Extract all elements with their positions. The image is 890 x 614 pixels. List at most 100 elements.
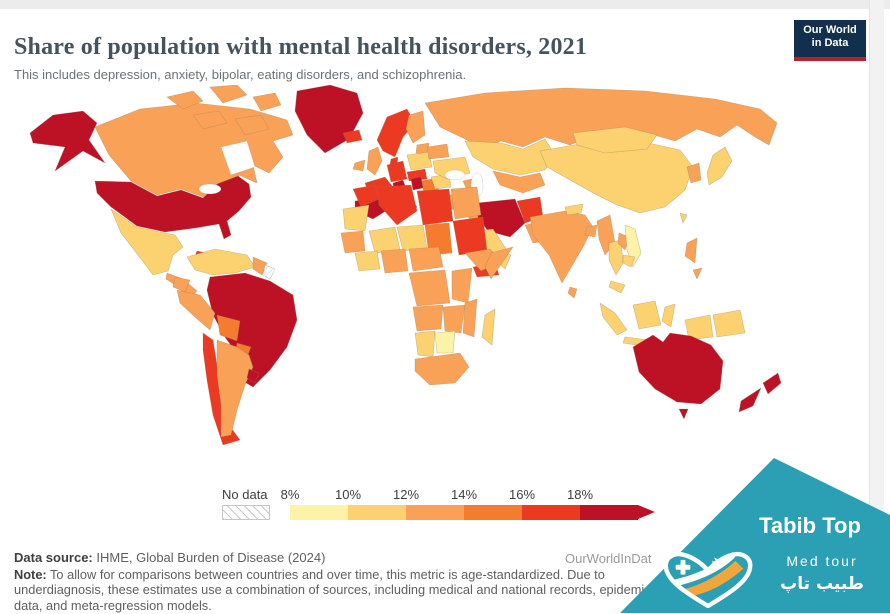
scrollbar-track[interactable]	[869, 0, 884, 613]
country-indonesia-sulawesi[interactable]	[661, 303, 676, 328]
legend-tick: 18%	[566, 487, 594, 502]
country-united-kingdom[interactable]	[366, 146, 383, 176]
country-namibia[interactable]	[414, 330, 436, 358]
country-somalia[interactable]	[484, 246, 514, 280]
country-ghana-ivory-coast[interactable]	[354, 250, 381, 272]
country-indonesia-sumatra[interactable]	[599, 302, 628, 336]
note-text: Note: To allow for comparisons between c…	[14, 567, 690, 614]
country-algeria[interactable]	[376, 184, 418, 226]
country-angola[interactable]	[412, 304, 444, 332]
country-iceland[interactable]	[342, 129, 363, 144]
country-mongolia[interactable]	[572, 126, 658, 154]
legend-no-data-swatch[interactable]	[222, 505, 270, 520]
legend-band-18-plus[interactable]	[580, 505, 638, 520]
country-argentina[interactable]	[216, 339, 254, 438]
owid-logo[interactable]: Our World in Data	[794, 20, 866, 61]
country-india[interactable]	[529, 210, 594, 284]
medical-cross-icon	[675, 564, 691, 570]
country-guyana[interactable]	[252, 256, 268, 276]
country-papua-new-guinea[interactable]	[712, 309, 746, 338]
country-kazakhstan[interactable]	[464, 138, 556, 176]
country-iran[interactable]	[476, 198, 526, 238]
legend-band-12-14[interactable]	[406, 505, 464, 520]
watermark-brand-name-farsi: طبيب تاپ	[780, 574, 864, 594]
country-tunisia[interactable]	[410, 176, 424, 191]
country-germany[interactable]	[386, 160, 408, 183]
country-indonesia-borneo[interactable]	[632, 300, 662, 330]
country-chile[interactable]	[202, 332, 241, 446]
country-korea[interactable]	[686, 162, 702, 184]
page-title: Share of population with mental health d…	[14, 34, 588, 61]
country-australia[interactable]	[632, 332, 724, 405]
country-uruguay[interactable]	[246, 368, 260, 384]
country-canada-arctic-islands[interactable]	[234, 114, 270, 136]
legend-no-data-label: No data	[222, 487, 268, 502]
country-new-zealand-south[interactable]	[738, 387, 762, 413]
country-colombia-venezuela[interactable]	[186, 248, 256, 276]
country-zambia-zimbabwe[interactable]	[442, 304, 466, 334]
country-south-africa[interactable]	[414, 352, 470, 386]
country-bangladesh[interactable]	[584, 224, 598, 238]
country-belarus[interactable]	[426, 143, 450, 160]
legend-tick: 10%	[334, 487, 362, 502]
country-nepal[interactable]	[564, 203, 584, 216]
country-japan[interactable]	[706, 146, 733, 186]
country-central-asia[interactable]	[492, 170, 546, 194]
country-suriname[interactable]	[262, 264, 276, 280]
country-malaysia[interactable]	[608, 280, 626, 294]
country-finland[interactable]	[405, 110, 426, 144]
country-kenya-tanzania[interactable]	[451, 267, 473, 304]
country-western-sahara-mauritania[interactable]	[342, 204, 370, 232]
country-chad[interactable]	[424, 222, 453, 256]
country-canada-arctic-islands[interactable]	[252, 92, 282, 112]
country-mexico[interactable]	[110, 208, 184, 276]
country-taiwan[interactable]	[679, 212, 688, 224]
country-indonesia-west-new-guinea[interactable]	[684, 314, 714, 341]
country-drc[interactable]	[408, 269, 451, 307]
country-canada-arctic-islands[interactable]	[166, 90, 204, 110]
legend-band-16-18[interactable]	[522, 505, 580, 520]
country-greenland[interactable]	[294, 85, 364, 154]
country-peru[interactable]	[176, 289, 216, 331]
country-philippines[interactable]	[684, 237, 698, 264]
country-czech-austria[interactable]	[406, 168, 428, 182]
country-canada-arctic-islands[interactable]	[209, 85, 248, 104]
country-botswana[interactable]	[434, 330, 456, 354]
country-mozambique[interactable]	[462, 298, 478, 338]
country-mali[interactable]	[368, 226, 401, 254]
country-nigeria[interactable]	[380, 248, 409, 274]
owid-logo-line1: Our World	[803, 24, 857, 36]
data-source-line: Data source: IHME, Global Burden of Dise…	[14, 550, 325, 565]
great-lakes	[198, 183, 222, 195]
country-libya[interactable]	[416, 188, 454, 226]
country-new-zealand-north[interactable]	[762, 372, 782, 395]
owid-logo-line2: in Data	[811, 37, 849, 49]
country-vietnam[interactable]	[624, 224, 642, 268]
attribution-text[interactable]: OurWorldInDat	[565, 551, 652, 566]
legend-no-data: No data	[222, 487, 270, 520]
country-alaska[interactable]	[29, 110, 106, 172]
country-tasmania[interactable]	[678, 408, 689, 420]
country-russia[interactable]	[424, 87, 778, 150]
country-niger[interactable]	[396, 224, 428, 252]
legend-band-8-10[interactable]	[290, 505, 348, 520]
country-ireland[interactable]	[352, 159, 366, 172]
country-brazil[interactable]	[206, 272, 298, 388]
country-sudan[interactable]	[452, 216, 488, 256]
page-subtitle: This includes depression, anxiety, bipol…	[14, 67, 467, 82]
country-madagascar[interactable]	[481, 308, 496, 346]
legend-band-10-12[interactable]	[348, 505, 406, 520]
country-sri-lanka[interactable]	[567, 286, 578, 299]
country-senegal-guinea[interactable]	[340, 230, 366, 254]
country-canada-arctic-islands[interactable]	[192, 110, 228, 130]
legend-tick: 8%	[280, 487, 300, 502]
country-philippines[interactable]	[692, 267, 703, 280]
legend-band-14-16[interactable]	[464, 505, 522, 520]
country-cambodia[interactable]	[622, 254, 636, 268]
country-poland[interactable]	[406, 151, 433, 171]
country-bolivia[interactable]	[216, 314, 241, 342]
world-map-svg	[29, 85, 782, 446]
country-cameroon-car[interactable]	[408, 246, 444, 272]
note-label: Note:	[14, 566, 47, 582]
country-egypt[interactable]	[450, 186, 482, 220]
